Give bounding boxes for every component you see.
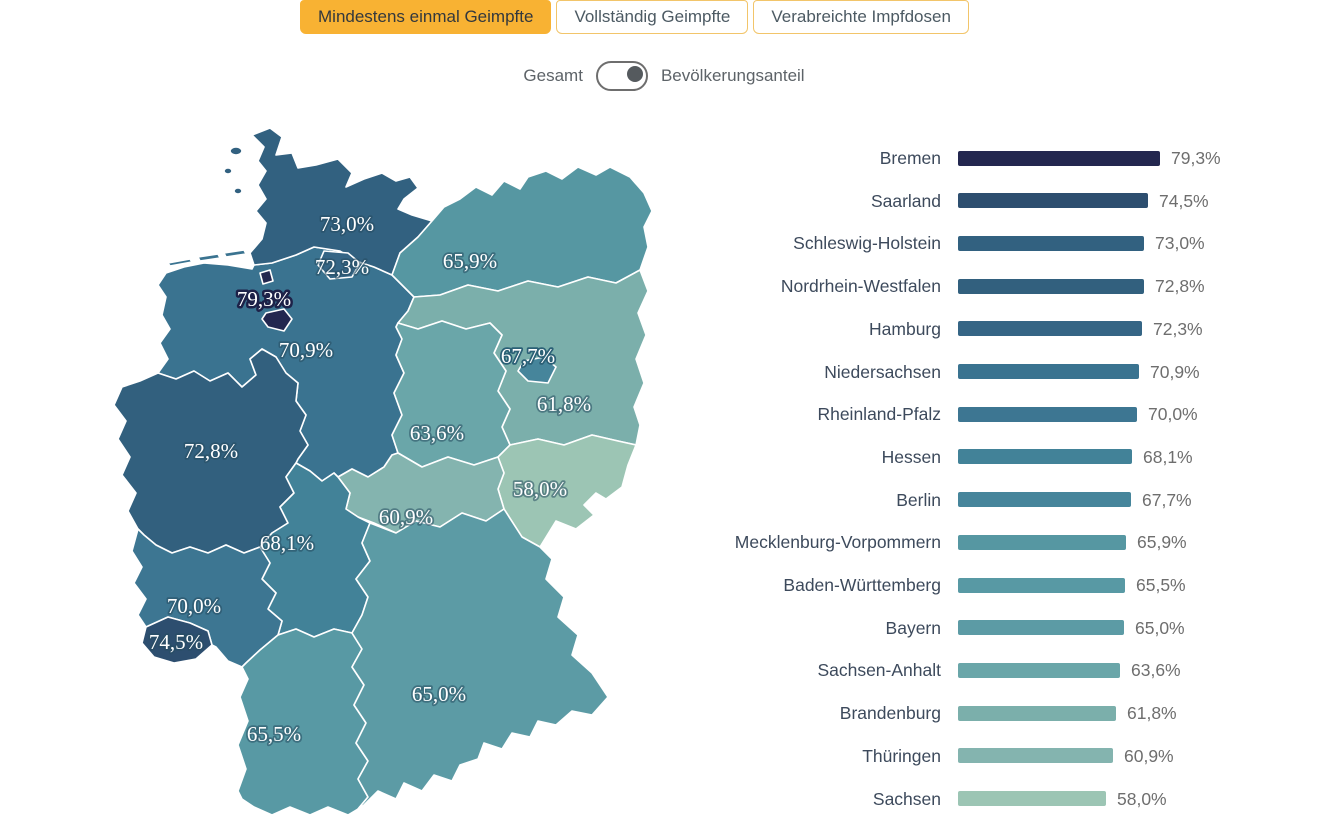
island-decoration [233, 187, 243, 195]
tab-vollst-ndig-geimpfte[interactable]: Vollständig Geimpfte [556, 0, 749, 34]
map-region-HB[interactable] [261, 308, 293, 332]
bar-BW [958, 577, 1125, 593]
bar-value-MV: 65,9% [1137, 532, 1187, 553]
bar-SH [958, 235, 1144, 251]
bar-label-BE: Berlin [896, 489, 941, 510]
germany-choropleth-map: 70,9% 73,0% 65,9% 61,8% 63,6% 58,0% 60,9% 72,8%… [113, 127, 653, 816]
bar-HE [958, 449, 1132, 465]
toggle-left-label: Gesamt [523, 66, 583, 85]
bar-TH [958, 748, 1113, 764]
bar-value-ST: 63,6% [1131, 660, 1181, 681]
bremerhaven-exclave [259, 269, 274, 285]
bar-HH [958, 321, 1142, 337]
tab-mindestens-einmal-geimpfte[interactable]: Mindestens einmal Geimpfte [300, 0, 552, 34]
bar-value-HB: 79,3% [1171, 148, 1221, 168]
bar-value-BY: 65,0% [1135, 617, 1185, 638]
map-value-label-SL: 74,5% [149, 630, 203, 654]
map-region-MV[interactable] [391, 166, 653, 298]
map-value-label-SH: 73,0% [320, 212, 374, 236]
map-value-label-NI: 70,9% [279, 338, 333, 362]
map-value-label-BE: 67,7% [501, 344, 555, 368]
bar-value-SN: 58,0% [1117, 788, 1167, 809]
bar-value-SL: 74,5% [1159, 190, 1209, 211]
map-value-label-BY: 65,0% [412, 682, 466, 706]
bar-label-BB: Brandenburg [839, 703, 941, 724]
bar-label-HB: Bremen [879, 148, 941, 168]
bar-label-SN: Sachsen [872, 788, 941, 809]
bar-value-SH: 73,0% [1155, 233, 1205, 254]
bar-value-BW: 65,5% [1136, 575, 1186, 595]
bar-BB [958, 705, 1116, 721]
map-region-SL[interactable] [141, 616, 213, 664]
bar-label-BW: Baden-Württemberg [783, 575, 941, 595]
bar-value-NI: 70,9% [1150, 361, 1200, 382]
island-decoration [229, 146, 243, 156]
toggle-right-label: Bevölkerungsanteil [660, 66, 805, 85]
island-decoration [223, 249, 247, 258]
map-value-label-RP: 70,0% [167, 594, 221, 618]
bar-BE [958, 492, 1131, 508]
bar-HB [958, 150, 1160, 166]
map-value-label-ST: 63,6% [410, 421, 464, 445]
bar-label-NW: Nordrhein-Westfalen [780, 276, 941, 297]
island-decoration [167, 258, 193, 267]
map-value-label-BW: 65,5% [247, 722, 301, 746]
bar-RP [958, 406, 1137, 422]
map-region-BY[interactable] [351, 508, 609, 810]
map-value-label-HB: 79,3% [237, 287, 291, 311]
map-value-label-HE: 68,1% [260, 531, 314, 555]
bar-value-HH: 72,3% [1153, 318, 1203, 339]
map-value-label-SN: 58,0% [513, 477, 567, 501]
map-value-label-BB: 61,8% [537, 392, 591, 416]
map-value-label-MV: 65,9% [443, 249, 497, 273]
view-tab-bar: Mindestens einmal Geimpfte Vollständig Ge… [300, 0, 969, 34]
map-region-ST[interactable] [391, 320, 511, 468]
bar-value-BB: 61,8% [1127, 703, 1177, 724]
map-region-HH[interactable] [317, 250, 361, 280]
map-region-BE[interactable] [517, 356, 557, 384]
bar-value-RP: 70,0% [1148, 404, 1198, 425]
bar-NI [958, 364, 1139, 379]
scale-toggle-row: Gesamt Bevölkerungsanteil [0, 61, 1328, 91]
bar-label-RP: Rheinland-Pfalz [817, 404, 941, 425]
island-decoration [223, 167, 233, 175]
bar-MV [958, 534, 1126, 550]
bar-label-TH: Thüringen [862, 745, 941, 766]
map-value-label-TH: 60,9% [379, 505, 433, 529]
bar-BY [958, 620, 1124, 636]
gesamt-bevoelkerungsanteil-toggle[interactable] [595, 61, 648, 91]
bar-label-BY: Bayern [885, 617, 941, 638]
bar-value-TH: 60,9% [1124, 745, 1174, 766]
toggle-knob [626, 66, 643, 82]
bar-label-MV: Mecklenburg-Vorpommern [734, 532, 941, 553]
bar-label-SL: Saarland [870, 190, 941, 211]
bar-ST [958, 662, 1120, 678]
map-value-label-HH: 72,3% [315, 255, 369, 279]
bar-NW [958, 278, 1144, 294]
bar-label-SH: Schleswig-Holstein [793, 233, 941, 254]
island-decoration [197, 253, 221, 262]
bar-label-ST: Sachsen-Anhalt [817, 660, 941, 681]
bar-label-HE: Hessen [881, 446, 941, 467]
bar-value-NW: 72,8% [1155, 276, 1205, 297]
bar-SN [958, 791, 1106, 806]
tab-verabreichte-impfdosen[interactable]: Verabreichte Impfdosen [753, 0, 969, 34]
bar-SL [958, 193, 1148, 209]
bar-label-HH: Hamburg [869, 318, 941, 339]
map-value-label-NW: 72,8% [184, 439, 238, 463]
bar-value-HE: 68,1% [1143, 446, 1193, 467]
bar-label-NI: Niedersachsen [824, 361, 941, 382]
bar-value-BE: 67,7% [1142, 489, 1192, 510]
